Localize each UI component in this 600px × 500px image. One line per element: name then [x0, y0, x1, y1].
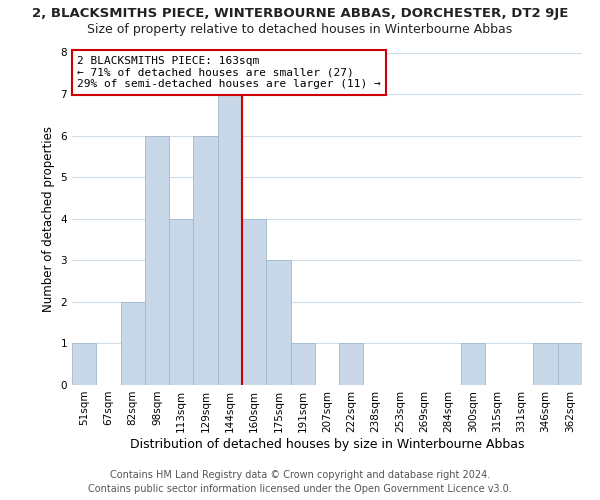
Text: Size of property relative to detached houses in Winterbourne Abbas: Size of property relative to detached ho…: [88, 22, 512, 36]
Bar: [242, 219, 266, 385]
Bar: [145, 136, 169, 385]
Bar: [72, 344, 96, 385]
Bar: [558, 344, 582, 385]
X-axis label: Distribution of detached houses by size in Winterbourne Abbas: Distribution of detached houses by size …: [130, 438, 524, 450]
Bar: [121, 302, 145, 385]
Bar: [266, 260, 290, 385]
Bar: [290, 344, 315, 385]
Bar: [193, 136, 218, 385]
Text: 2, BLACKSMITHS PIECE, WINTERBOURNE ABBAS, DORCHESTER, DT2 9JE: 2, BLACKSMITHS PIECE, WINTERBOURNE ABBAS…: [32, 8, 568, 20]
Y-axis label: Number of detached properties: Number of detached properties: [42, 126, 55, 312]
Text: 2 BLACKSMITHS PIECE: 163sqm
← 71% of detached houses are smaller (27)
29% of sem: 2 BLACKSMITHS PIECE: 163sqm ← 71% of det…: [77, 56, 381, 89]
Bar: [169, 219, 193, 385]
Bar: [339, 344, 364, 385]
Text: Contains HM Land Registry data © Crown copyright and database right 2024.
Contai: Contains HM Land Registry data © Crown c…: [88, 470, 512, 494]
Bar: [461, 344, 485, 385]
Bar: [218, 94, 242, 385]
Bar: [533, 344, 558, 385]
